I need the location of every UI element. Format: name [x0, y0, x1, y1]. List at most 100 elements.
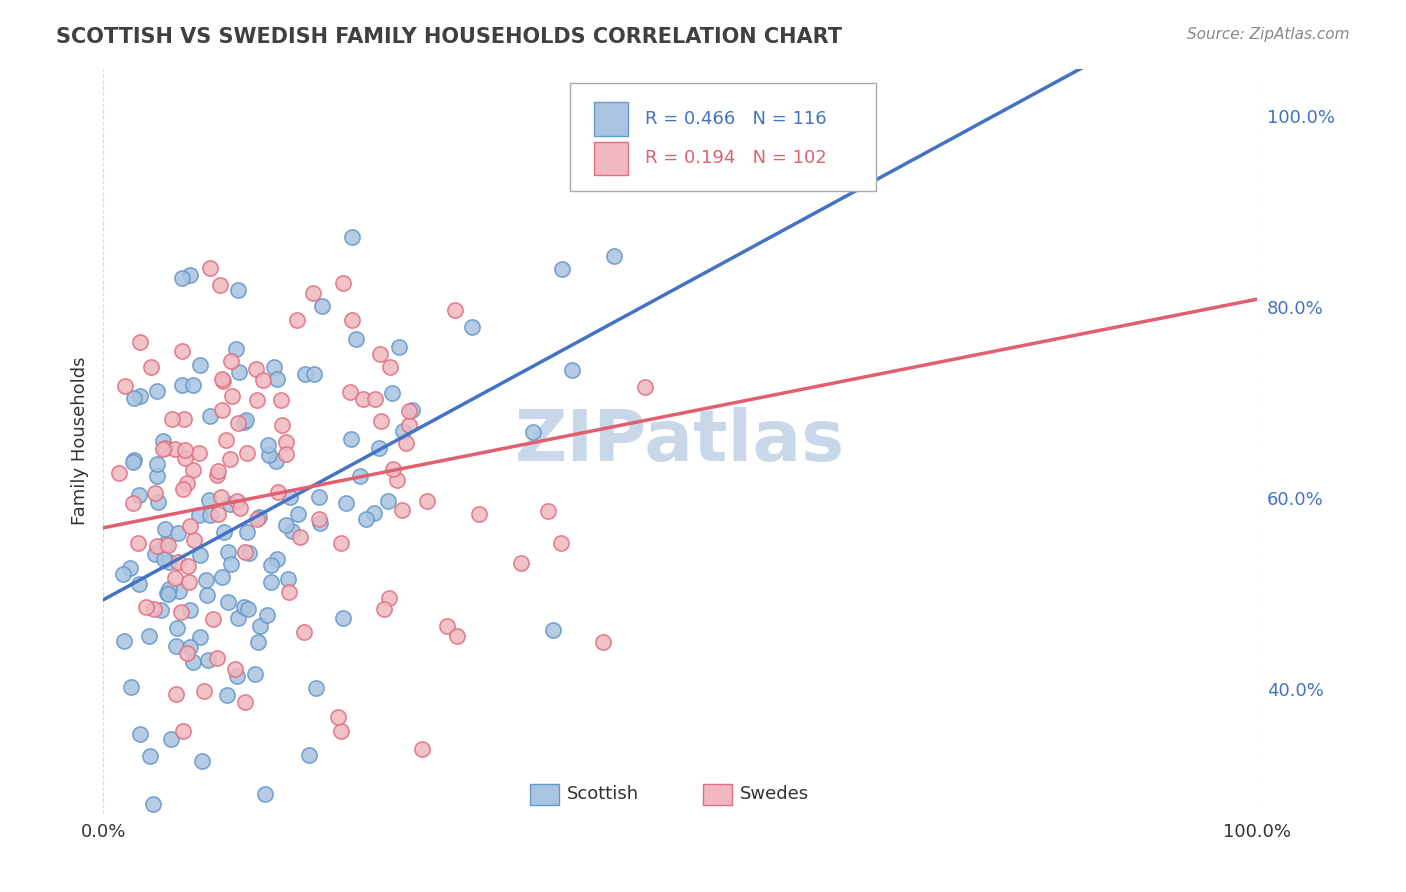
Point — [173, 443, 195, 458]
Point — [159, 582, 181, 596]
Point — [167, 525, 190, 540]
Point — [287, 507, 309, 521]
Point — [354, 512, 377, 526]
Point — [163, 571, 186, 585]
Point — [294, 367, 316, 381]
Point — [148, 495, 170, 509]
Point — [245, 667, 267, 681]
Point — [114, 379, 136, 393]
Point — [340, 432, 363, 446]
Point — [302, 367, 325, 381]
Text: ZIPatlas: ZIPatlas — [515, 407, 845, 475]
Point — [233, 415, 256, 429]
Point — [308, 490, 330, 504]
Point — [689, 169, 711, 184]
Point — [398, 417, 420, 432]
Point — [157, 555, 180, 569]
Point — [271, 418, 294, 433]
Point — [152, 552, 174, 566]
Point — [183, 656, 205, 670]
Point — [225, 343, 247, 357]
Point — [247, 635, 270, 649]
Point — [128, 334, 150, 349]
Point — [165, 687, 187, 701]
Point — [342, 313, 364, 327]
Point — [167, 584, 190, 599]
Text: Swedes: Swedes — [740, 785, 810, 803]
Point — [174, 450, 197, 465]
Point — [326, 709, 349, 723]
Point — [179, 640, 201, 654]
Point — [561, 363, 583, 377]
Point — [146, 469, 169, 483]
Point — [340, 230, 363, 244]
Point — [252, 373, 274, 387]
FancyBboxPatch shape — [571, 84, 876, 192]
Point — [167, 556, 190, 570]
Point — [322, 816, 344, 830]
Point — [127, 535, 149, 549]
Point — [129, 727, 152, 741]
Point — [378, 591, 401, 605]
Text: Source: ZipAtlas.com: Source: ZipAtlas.com — [1187, 27, 1350, 42]
Point — [344, 332, 367, 346]
Point — [153, 522, 176, 536]
Point — [120, 560, 142, 574]
Bar — [703, 784, 733, 805]
Point — [238, 546, 260, 560]
Point — [332, 611, 354, 625]
Point — [281, 524, 304, 539]
Point — [181, 378, 204, 392]
Point — [128, 389, 150, 403]
Point — [219, 452, 242, 467]
Point — [139, 359, 162, 374]
Point — [277, 572, 299, 586]
Point — [305, 681, 328, 695]
Point — [332, 277, 354, 291]
Point — [329, 536, 352, 550]
Point — [179, 602, 201, 616]
Point — [246, 511, 269, 525]
Point — [266, 551, 288, 566]
Point — [233, 695, 256, 709]
Point — [392, 424, 415, 438]
Text: SCOTTISH VS SWEDISH FAMILY HOUSEHOLDS CORRELATION CHART: SCOTTISH VS SWEDISH FAMILY HOUSEHOLDS CO… — [56, 27, 842, 46]
Point — [228, 365, 250, 379]
Point — [188, 446, 211, 460]
Point — [160, 412, 183, 426]
Point — [145, 539, 167, 553]
Point — [135, 600, 157, 615]
Point — [143, 601, 166, 615]
Point — [385, 473, 408, 487]
Point — [146, 384, 169, 398]
Point — [551, 262, 574, 277]
Point — [208, 277, 231, 292]
Point — [603, 249, 626, 263]
Point — [170, 605, 193, 619]
Point — [368, 441, 391, 455]
Point — [235, 445, 257, 459]
Point — [198, 409, 221, 424]
Point — [211, 375, 233, 389]
Point — [373, 601, 395, 615]
Point — [217, 594, 239, 608]
Point — [236, 525, 259, 540]
Point — [165, 640, 187, 654]
Point — [292, 625, 315, 640]
Point — [226, 493, 249, 508]
Point — [245, 362, 267, 376]
Point — [368, 347, 391, 361]
Point — [339, 384, 361, 399]
Point — [128, 488, 150, 502]
Point — [198, 493, 221, 508]
Bar — [530, 784, 560, 805]
Point — [308, 512, 330, 526]
Point — [446, 628, 468, 642]
Point — [173, 412, 195, 426]
Point — [634, 380, 657, 394]
Point — [224, 662, 246, 676]
Point — [401, 403, 423, 417]
Point — [188, 358, 211, 372]
Point — [181, 463, 204, 477]
Point — [263, 359, 285, 374]
